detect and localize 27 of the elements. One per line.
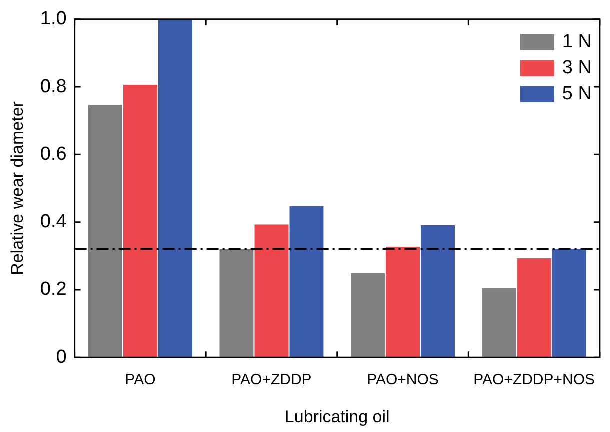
x-tick-label: PAO — [125, 372, 156, 389]
bar — [482, 288, 516, 358]
bar — [88, 104, 122, 358]
x-tick-label: PAO+ZDDP+NOS — [474, 372, 595, 389]
bar — [220, 249, 254, 358]
bar — [123, 85, 158, 358]
x-tick-label: PAO+NOS — [367, 372, 439, 389]
bar — [421, 225, 455, 358]
bar — [351, 273, 385, 358]
y-tick-label: 0 — [56, 346, 67, 368]
bar — [517, 258, 552, 358]
legend-label: 5 N — [562, 84, 592, 105]
legend-label: 1 N — [562, 32, 592, 53]
y-tick-label: 0.8 — [40, 76, 67, 98]
x-tick-label: PAO+ZDDP — [232, 372, 312, 389]
x-axis-title: Lubricating oil — [284, 407, 390, 426]
bar — [254, 224, 289, 358]
y-tick-label: 0.4 — [40, 212, 68, 233]
bar — [158, 19, 192, 358]
y-tick-label: 0.2 — [40, 279, 67, 300]
bar — [552, 249, 586, 358]
y-tick-label: 1.0 — [40, 8, 67, 30]
bar — [386, 247, 420, 358]
legend-label: 3 N — [562, 58, 592, 79]
bar — [290, 206, 324, 358]
y-axis-title: Relative wear diameter — [8, 101, 27, 276]
y-tick-label: 0.6 — [40, 144, 67, 165]
